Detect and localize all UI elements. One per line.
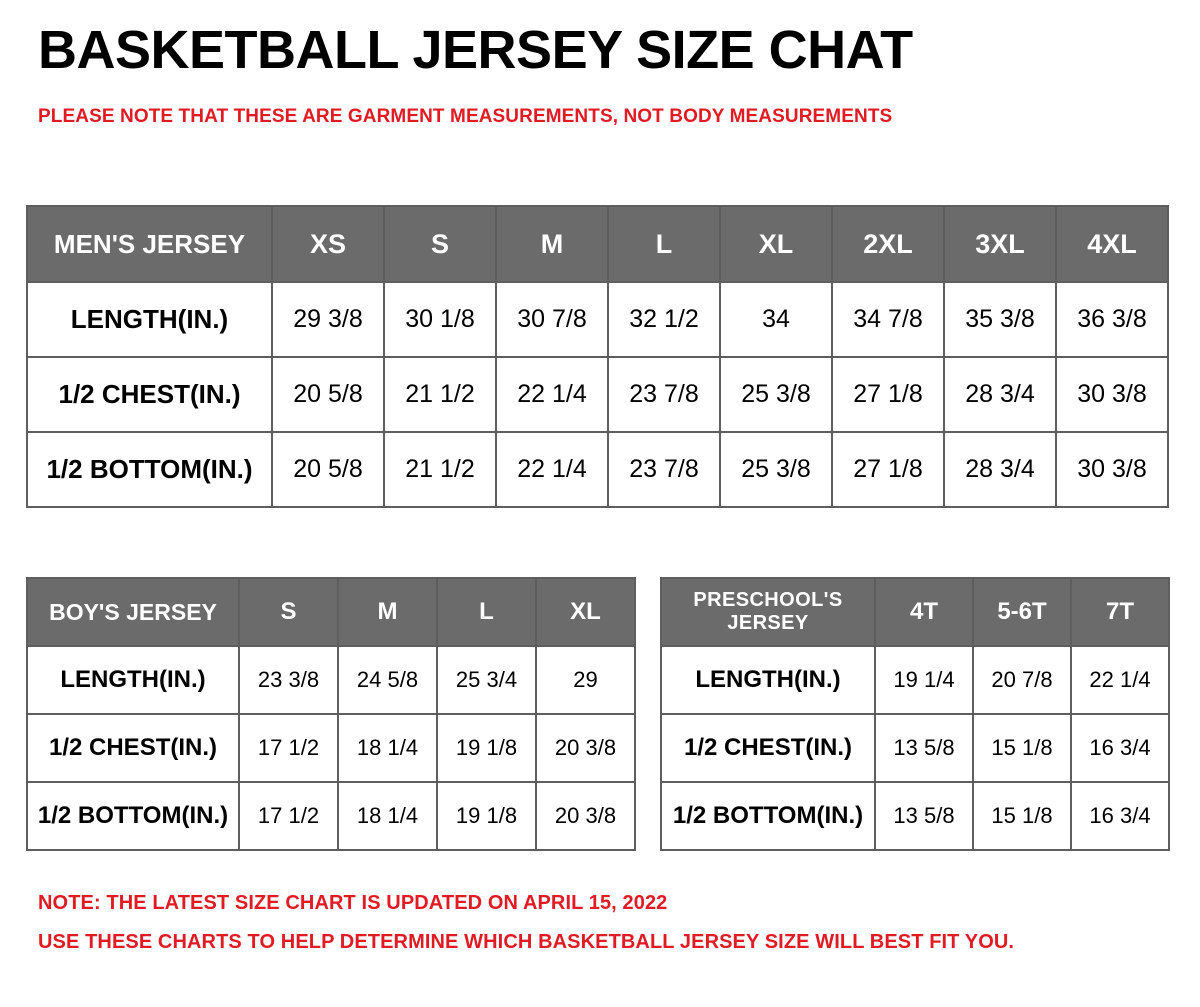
preschool-measurement-value: 22 1/4 [1070, 645, 1170, 715]
mens-measurement-value: 28 3/4 [943, 356, 1057, 433]
boys-measurement-value: 23 3/8 [238, 645, 339, 715]
mens-measurement-value: 34 [719, 281, 833, 358]
mens-measurement-value: 30 7/8 [495, 281, 609, 358]
mens-measurement-label: LENGTH(IN.) [26, 281, 273, 358]
mens-measurement-value: 35 3/8 [943, 281, 1057, 358]
boys-measurement-value: 20 3/8 [535, 781, 636, 851]
boys-measurement-label: 1/2 CHEST(IN.) [26, 713, 240, 783]
mens-size-header-xs: XS [271, 205, 385, 283]
preschool-measurement-label: LENGTH(IN.) [660, 645, 876, 715]
preschool-size-header-5-6t: 5-6T [972, 577, 1072, 647]
preschool-measurement-label: 1/2 BOTTOM(IN.) [660, 781, 876, 851]
mens-measurement-value: 28 3/4 [943, 431, 1057, 508]
preschool-measurement-label: 1/2 CHEST(IN.) [660, 713, 876, 783]
preschool-measurement-value: 20 7/8 [972, 645, 1072, 715]
table-row: 1/2 CHEST(IN.) 17 1/2 18 1/4 19 1/8 20 3/8 [26, 713, 636, 783]
mens-measurement-value: 22 1/4 [495, 356, 609, 433]
mens-size-header-l: L [607, 205, 721, 283]
mens-jersey-size-table: MEN'S JERSEY XS S M L XL 2XL 3XL 4XL LENGTH(IN.)… [26, 205, 1169, 508]
table-row: 1/2 CHEST(IN.) 13 5/8 15 1/8 16 3/4 [660, 713, 1170, 783]
boys-jersey-size-table: BOY'S JERSEY S M L XL LENGTH(IN.) 23 3/8 24 5/… [26, 577, 636, 851]
mens-measurement-value: 32 1/2 [607, 281, 721, 358]
mens-measurement-value: 30 3/8 [1055, 356, 1169, 433]
preschool-measurement-value: 15 1/8 [972, 781, 1072, 851]
mens-measurement-value: 25 3/8 [719, 431, 833, 508]
mens-table-header: MEN'S JERSEY XS S M L XL 2XL 3XL 4XL [26, 205, 1169, 283]
mens-measurement-value: 34 7/8 [831, 281, 945, 358]
table-row: 1/2 BOTTOM(IN.) 13 5/8 15 1/8 16 3/4 [660, 781, 1170, 851]
footer-note-line: NOTE: THE LATEST SIZE CHART IS UPDATED O… [38, 892, 668, 914]
mens-size-header-s: S [383, 205, 497, 283]
boys-size-header-l: L [436, 577, 537, 647]
boys-size-header-m: M [337, 577, 438, 647]
table-row: 1/2 BOTTOM(IN.) 20 5/8 21 1/2 22 1/4 23 7/8 2… [26, 431, 1169, 508]
boys-measurement-label: LENGTH(IN.) [26, 645, 240, 715]
table-row: 1/2 BOTTOM(IN.) 17 1/2 18 1/4 19 1/8 20 3/8 [26, 781, 636, 851]
table-header-row: MEN'S JERSEY XS S M L XL 2XL 3XL 4XL [26, 205, 1169, 283]
garment-measurement-note: PLEASE NOTE THAT THESE ARE GARMENT MEASU… [38, 106, 893, 127]
table-row: LENGTH(IN.) 19 1/4 20 7/8 22 1/4 [660, 645, 1170, 715]
preschool-table-header: PRESCHOOL'S JERSEY 4T 5-6T 7T [660, 577, 1170, 647]
mens-size-header-m: M [495, 205, 609, 283]
boys-measurement-value: 18 1/4 [337, 781, 438, 851]
boys-measurement-value: 17 1/2 [238, 713, 339, 783]
boys-measurement-value: 19 1/8 [436, 713, 537, 783]
mens-measurement-value: 27 1/8 [831, 431, 945, 508]
mens-table-corner-label: MEN'S JERSEY [26, 205, 273, 283]
boys-measurement-value: 29 [535, 645, 636, 715]
mens-measurement-label: 1/2 BOTTOM(IN.) [26, 431, 273, 508]
mens-size-header-xl: XL [719, 205, 833, 283]
preschool-measurement-value: 15 1/8 [972, 713, 1072, 783]
preschool-measurement-value: 13 5/8 [874, 781, 974, 851]
mens-measurement-value: 30 1/8 [383, 281, 497, 358]
mens-measurement-value: 21 1/2 [383, 431, 497, 508]
mens-measurement-value: 27 1/8 [831, 356, 945, 433]
boys-table-header: BOY'S JERSEY S M L XL [26, 577, 636, 647]
table-header-row: PRESCHOOL'S JERSEY 4T 5-6T 7T [660, 577, 1170, 647]
boys-measurement-value: 25 3/4 [436, 645, 537, 715]
preschool-table-body: LENGTH(IN.) 19 1/4 20 7/8 22 1/4 1/2 CHEST(I… [660, 645, 1170, 851]
preschool-measurement-value: 19 1/4 [874, 645, 974, 715]
boys-measurement-value: 18 1/4 [337, 713, 438, 783]
mens-size-header-2xl: 2XL [831, 205, 945, 283]
preschool-measurement-value: 16 3/4 [1070, 781, 1170, 851]
boys-measurement-value: 24 5/8 [337, 645, 438, 715]
mens-measurement-value: 23 7/8 [607, 431, 721, 508]
boys-table-body: LENGTH(IN.) 23 3/8 24 5/8 25 3/4 29 1/2 CHEST… [26, 645, 636, 851]
boys-measurement-value: 19 1/8 [436, 781, 537, 851]
page-title: BASKETBALL JERSEY SIZE CHAT [38, 20, 913, 80]
footer-notes: NOTE: THE LATEST SIZE CHART IS UPDATED O… [38, 884, 1148, 962]
boys-size-header-s: S [238, 577, 339, 647]
mens-measurement-label: 1/2 CHEST(IN.) [26, 356, 273, 433]
boys-measurement-value: 17 1/2 [238, 781, 339, 851]
mens-table-body: LENGTH(IN.) 29 3/8 30 1/8 30 7/8 32 1/2 34 34 … [26, 281, 1169, 508]
mens-size-header-4xl: 4XL [1055, 205, 1169, 283]
preschool-size-header-4t: 4T [874, 577, 974, 647]
table-row: 1/2 CHEST(IN.) 20 5/8 21 1/2 22 1/4 23 7/8 25… [26, 356, 1169, 433]
footer-note-line: USE THESE CHARTS TO HELP DETERMINE WHICH… [38, 931, 1015, 953]
boys-size-header-xl: XL [535, 577, 636, 647]
mens-measurement-value: 23 7/8 [607, 356, 721, 433]
mens-measurement-value: 22 1/4 [495, 431, 609, 508]
mens-measurement-value: 30 3/8 [1055, 431, 1169, 508]
table-row: LENGTH(IN.) 23 3/8 24 5/8 25 3/4 29 [26, 645, 636, 715]
mens-measurement-value: 21 1/2 [383, 356, 497, 433]
preschool-table-corner-label: PRESCHOOL'S JERSEY [660, 577, 876, 647]
mens-measurement-value: 20 5/8 [271, 356, 385, 433]
boys-measurement-value: 20 3/8 [535, 713, 636, 783]
preschool-measurement-value: 13 5/8 [874, 713, 974, 783]
mens-measurement-value: 20 5/8 [271, 431, 385, 508]
table-header-row: BOY'S JERSEY S M L XL [26, 577, 636, 647]
preschool-measurement-value: 16 3/4 [1070, 713, 1170, 783]
preschool-jersey-size-table: PRESCHOOL'S JERSEY 4T 5-6T 7T LENGTH(IN.) 19… [660, 577, 1170, 851]
mens-measurement-value: 29 3/8 [271, 281, 385, 358]
preschool-size-header-7t: 7T [1070, 577, 1170, 647]
boys-measurement-label: 1/2 BOTTOM(IN.) [26, 781, 240, 851]
mens-measurement-value: 36 3/8 [1055, 281, 1169, 358]
mens-measurement-value: 25 3/8 [719, 356, 833, 433]
table-row: LENGTH(IN.) 29 3/8 30 1/8 30 7/8 32 1/2 34 34 … [26, 281, 1169, 358]
boys-table-corner-label: BOY'S JERSEY [26, 577, 240, 647]
mens-size-header-3xl: 3XL [943, 205, 1057, 283]
